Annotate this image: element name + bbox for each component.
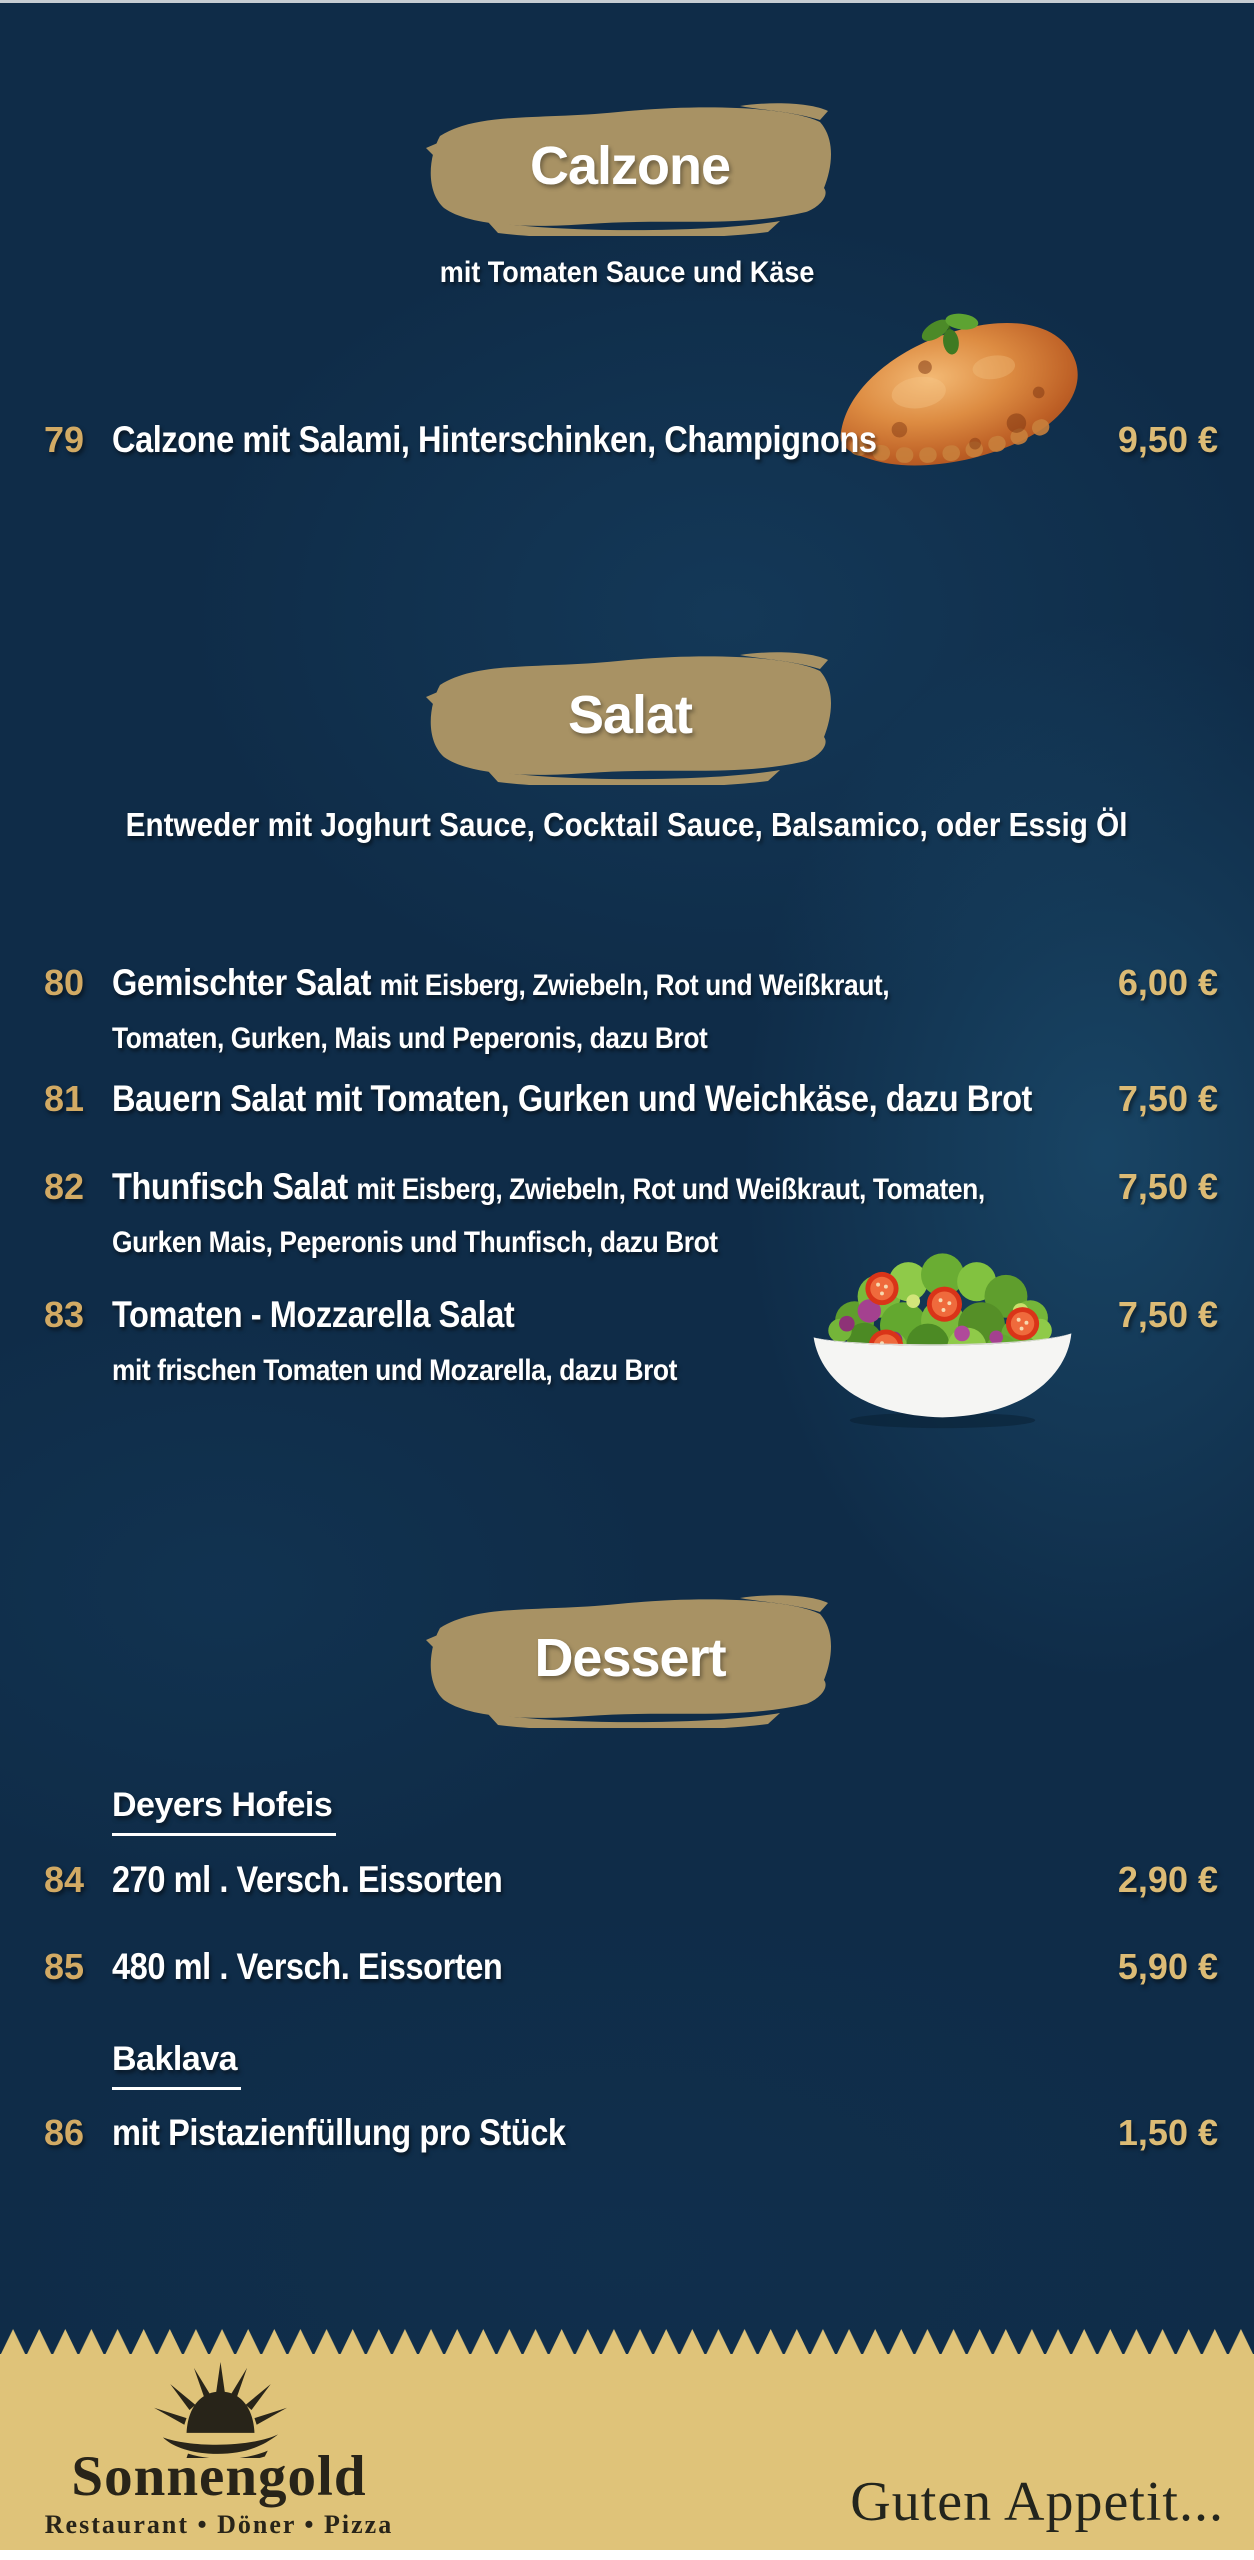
menu-item-83-line2: mit frischen Tomaten und Mozarella, dazu…	[0, 1346, 1254, 1396]
bottom-edge-line	[0, 2550, 1254, 2560]
zigzag-border	[0, 2326, 1254, 2356]
menu-item-83: 83 Tomaten - Mozzarella Salat 7,50 €	[0, 1290, 1254, 1340]
item-desc2: Gurken Mais, Peperonis und Thunfisch, da…	[112, 1226, 718, 1259]
section-header-calzone: Calzone	[418, 96, 842, 236]
item-number: 84	[44, 1859, 85, 1900]
section-title: Dessert	[534, 1628, 726, 1688]
item-number: 86	[44, 2112, 85, 2153]
item-price: 7,50 €	[1117, 1078, 1218, 1119]
item-name: Gemischter Salat	[112, 962, 371, 1003]
item-desc: mit Eisberg, Zwiebeln, Rot und Weißkraut…	[356, 1173, 985, 1206]
item-desc2: Tomaten, Gurken, Mais und Peperonis, daz…	[112, 1022, 708, 1055]
item-price: 2,90 €	[1117, 1859, 1218, 1900]
group-heading-deyers-hofeis: Deyers Hofeis	[112, 1786, 337, 1836]
item-name: Bauern Salat mit Tomaten, Gurken und Wei…	[112, 1078, 1032, 1119]
footer-tagline: Guten Appetit...	[850, 2471, 1224, 2533]
section-header-dessert: Dessert	[418, 1588, 842, 1728]
menu-item-84: 84 270 ml . Versch. Eissorten 2,90 €	[0, 1855, 1254, 1905]
section-title: Calzone	[529, 136, 731, 196]
item-number: 82	[44, 1166, 85, 1207]
item-price: 7,50 €	[1117, 1166, 1218, 1207]
section-subtitle-calzone: mit Tomaten Sauce und Käse	[439, 256, 815, 289]
menu-item-82-line2: Gurken Mais, Peperonis und Thunfisch, da…	[0, 1218, 1254, 1268]
menu-item-81: 81 Bauern Salat mit Tomaten, Gurken und …	[0, 1074, 1254, 1124]
brand-name: Sonnengold	[71, 2445, 367, 2508]
item-desc: mit Eisberg, Zwiebeln, Rot und Weißkraut…	[379, 969, 890, 1002]
item-desc2: mit frischen Tomaten und Mozarella, dazu…	[112, 1354, 677, 1387]
item-number: 85	[44, 1946, 85, 1987]
section-subtitle-salat: Entweder mit Joghurt Sauce, Cocktail Sau…	[126, 806, 1128, 843]
item-name: Calzone mit Salami, Hinterschinken, Cham…	[112, 419, 877, 460]
menu-item-85: 85 480 ml . Versch. Eissorten 5,90 €	[0, 1942, 1254, 1992]
menu-item-86: 86 mit Pistazienfüllung pro Stück 1,50 €	[0, 2108, 1254, 2158]
menu-item-79: 79 Calzone mit Salami, Hinterschinken, C…	[0, 415, 1254, 465]
item-number: 79	[44, 419, 85, 460]
sun-logo-icon	[154, 2362, 287, 2458]
item-price: 7,50 €	[1117, 1294, 1218, 1335]
section-header-salat: Salat	[418, 645, 842, 785]
salad-bowl-photo	[813, 1253, 1072, 1429]
group-heading-baklava: Baklava	[112, 2040, 242, 2090]
menu-item-82: 82 Thunfisch Salat mit Eisberg, Zwiebeln…	[0, 1162, 1254, 1212]
footer: Sonnengold Restaurant • Döner • Pizza Gu…	[0, 2354, 1254, 2550]
item-price: 6,00 €	[1117, 962, 1218, 1003]
section-title: Salat	[567, 685, 693, 745]
calzone-photo	[840, 313, 1078, 466]
item-price: 5,90 €	[1117, 1946, 1218, 1987]
item-number: 83	[44, 1294, 85, 1335]
menu-item-80-line2: Tomaten, Gurken, Mais und Peperonis, daz…	[0, 1014, 1254, 1064]
item-number: 80	[44, 962, 85, 1003]
item-name: mit Pistazienfüllung pro Stück	[112, 2112, 566, 2153]
brand-subtitle: Restaurant • Döner • Pizza	[44, 2510, 394, 2539]
top-edge-line	[0, 0, 1254, 3]
item-price: 1,50 €	[1117, 2112, 1218, 2153]
item-name: 480 ml . Versch. Eissorten	[112, 1946, 503, 1987]
item-number: 81	[44, 1078, 85, 1119]
item-name: 270 ml . Versch. Eissorten	[112, 1859, 503, 1900]
basil-garnish	[921, 313, 979, 355]
item-name: Thunfisch Salat	[112, 1166, 348, 1207]
menu-item-80: 80 Gemischter Salat mit Eisberg, Zwiebel…	[0, 958, 1254, 1008]
item-price: 9,50 €	[1117, 419, 1218, 460]
item-name: Tomaten - Mozzarella Salat	[112, 1294, 515, 1335]
